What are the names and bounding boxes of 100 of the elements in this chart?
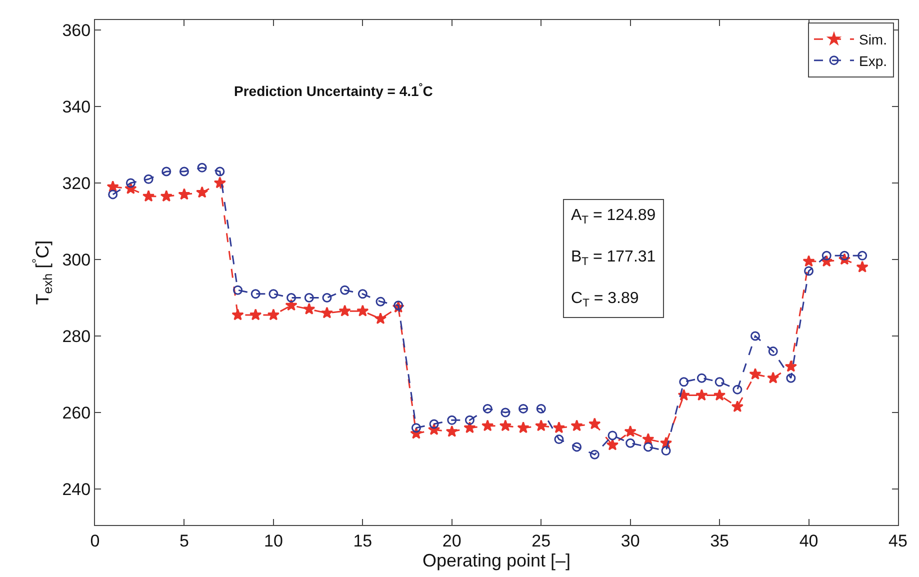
point [554, 434, 564, 444]
point [320, 306, 334, 318]
point [267, 308, 280, 320]
legend-label: Sim. [858, 32, 887, 48]
x-tick-label: 45 [888, 531, 908, 550]
point [376, 296, 386, 306]
point [590, 450, 600, 460]
point [304, 293, 314, 302]
point [144, 174, 154, 184]
point [767, 372, 780, 384]
point [108, 190, 118, 200]
point [268, 289, 278, 299]
point [178, 188, 190, 200]
annotation: A$_{T}$ = 124.89 [571, 207, 656, 226]
point [374, 312, 387, 324]
point [750, 331, 760, 341]
point [429, 419, 439, 429]
legend-label: Exp. [858, 52, 887, 69]
point [804, 266, 814, 276]
point [858, 250, 868, 260]
point [464, 415, 474, 425]
point [822, 250, 832, 260]
point [624, 425, 636, 437]
point [499, 420, 512, 432]
point [588, 418, 601, 430]
point [197, 162, 207, 172]
point [447, 415, 457, 425]
point [285, 299, 298, 311]
point [340, 285, 350, 295]
point [840, 250, 850, 260]
y-tick-label: 300 [62, 250, 91, 270]
annotation: B$_{T}$ = 177.31 [571, 248, 656, 268]
point [552, 421, 566, 434]
point [338, 304, 351, 316]
point [126, 178, 136, 188]
point [696, 373, 706, 383]
x-tick-label: 10 [264, 531, 283, 550]
point [732, 384, 742, 394]
y-tick-label: 240 [62, 480, 91, 499]
point [713, 388, 726, 401]
point [517, 421, 530, 434]
x-tick-label: 40 [799, 531, 818, 550]
point [786, 373, 796, 383]
point [162, 166, 172, 176]
point [500, 408, 510, 418]
point [802, 255, 815, 267]
x-tick-label: 0 [90, 531, 100, 550]
point [358, 289, 368, 299]
y-tick-label: 340 [62, 97, 91, 116]
annotation: C$_{T}$ = 3.89 [571, 290, 639, 310]
point [714, 377, 724, 387]
y-tick-label: 320 [62, 174, 91, 193]
point [643, 442, 653, 452]
x-tick-label: 30 [620, 531, 640, 550]
x-tick-label: 25 [532, 531, 551, 550]
point [446, 425, 458, 437]
point [322, 293, 332, 302]
point [356, 304, 369, 316]
point [536, 404, 546, 414]
point [482, 404, 492, 414]
point [626, 438, 636, 448]
point [661, 446, 671, 456]
point [678, 388, 690, 401]
point [518, 404, 528, 414]
y-tick-label: 360 [62, 20, 91, 40]
point [286, 293, 296, 302]
x-tick-label: 20 [442, 531, 462, 550]
point [749, 368, 762, 380]
point [464, 421, 476, 434]
x-tick-label: 5 [179, 531, 189, 550]
x-axis-title: Operating point [–] [422, 550, 571, 570]
point [856, 260, 868, 272]
point [679, 377, 689, 387]
point [250, 308, 262, 320]
point [179, 166, 189, 176]
point [606, 438, 619, 450]
point [215, 166, 225, 176]
point [784, 360, 798, 372]
point [696, 388, 708, 401]
point [233, 285, 243, 295]
point [411, 423, 421, 433]
point [232, 308, 244, 320]
point [572, 442, 582, 452]
x-tick-label: 15 [353, 531, 372, 550]
point [196, 186, 208, 198]
y-tick-label: 260 [62, 403, 91, 422]
point [160, 190, 172, 202]
point [768, 346, 778, 356]
point [142, 190, 155, 202]
point [535, 420, 548, 432]
point [394, 300, 404, 310]
point [570, 420, 583, 432]
point [482, 420, 494, 432]
point [250, 289, 260, 299]
y-tick-label: 280 [62, 326, 91, 346]
point [303, 302, 316, 315]
point [731, 400, 744, 412]
annotation: Prediction Uncertainty = 4.1$^{°}$C [234, 82, 433, 99]
point [608, 430, 618, 440]
x-tick-label: 35 [710, 531, 730, 550]
